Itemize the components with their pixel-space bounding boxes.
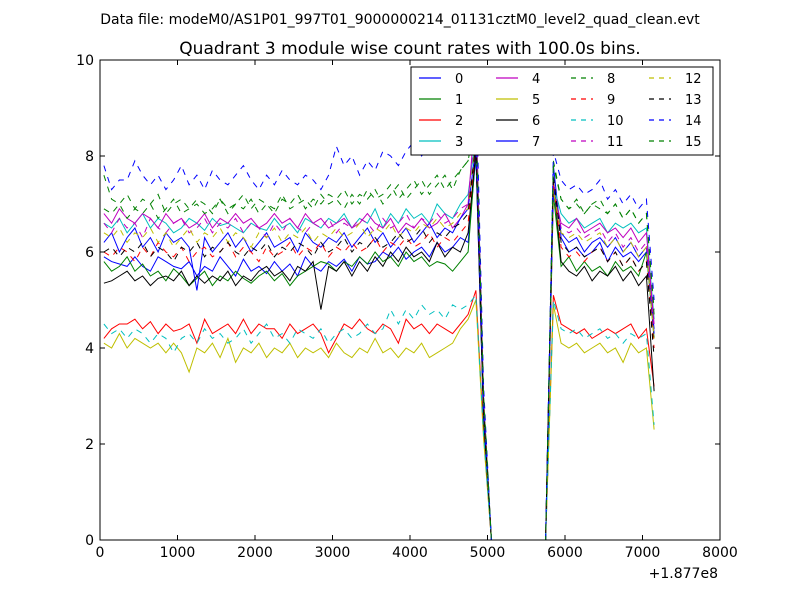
legend-label-8: 8	[607, 72, 615, 87]
legend-label-14: 14	[685, 114, 702, 129]
series-line-1	[103, 151, 655, 541]
series-line-11	[103, 112, 655, 541]
series-line-15	[103, 117, 655, 541]
series-layer	[103, 74, 655, 541]
series-line-6	[103, 151, 655, 541]
legend-label-9: 9	[607, 93, 615, 108]
series-line-9	[103, 141, 655, 541]
x-tick-label: 0	[96, 545, 105, 561]
legend-label-1: 1	[455, 93, 463, 108]
legend-label-6: 6	[532, 114, 540, 129]
legend-label-5: 5	[532, 93, 540, 108]
legend-box	[410, 66, 714, 156]
legend-label-15: 15	[685, 135, 702, 150]
x-tick-label: 7000	[625, 545, 661, 561]
x-tick-label: 5000	[470, 545, 506, 561]
legend-label-7: 7	[532, 135, 540, 150]
x-tick-label: 4000	[392, 545, 428, 561]
y-tick-label: 6	[85, 245, 94, 261]
legend-label-10: 10	[607, 114, 624, 129]
y-tick-label: 4	[85, 341, 94, 357]
legend-label-2: 2	[455, 114, 463, 129]
legend-label-3: 3	[455, 135, 463, 150]
figure-suptitle: Data file: modeM0/AS1P01_997T01_90000002…	[100, 12, 700, 28]
legend-label-12: 12	[685, 72, 702, 87]
x-tick-label: 3000	[315, 545, 351, 561]
x-tick-label: 6000	[547, 545, 583, 561]
y-tick-label: 0	[85, 533, 94, 549]
legend-label-0: 0	[455, 72, 463, 87]
series-line-2	[103, 290, 655, 541]
x-tick-label: 8000	[702, 545, 738, 561]
series-line-7	[103, 146, 655, 541]
y-tick-label: 8	[85, 149, 94, 165]
x-tick-label: 1000	[160, 545, 196, 561]
series-line-14	[103, 74, 655, 541]
legend-label-13: 13	[685, 93, 702, 108]
series-line-3	[103, 136, 655, 541]
x-tick-label: 2000	[237, 545, 273, 561]
y-tick-label: 10	[76, 53, 94, 69]
series-line-5	[103, 299, 655, 541]
series-line-12	[103, 136, 655, 541]
legend-label-4: 4	[532, 72, 540, 87]
x-offset-label: +1.877e8	[649, 566, 718, 582]
chart-title: Quadrant 3 module wise count rates with …	[179, 39, 640, 59]
series-line-10	[103, 293, 655, 541]
y-tick-label: 2	[85, 437, 94, 453]
legend-label-11: 11	[607, 135, 624, 150]
